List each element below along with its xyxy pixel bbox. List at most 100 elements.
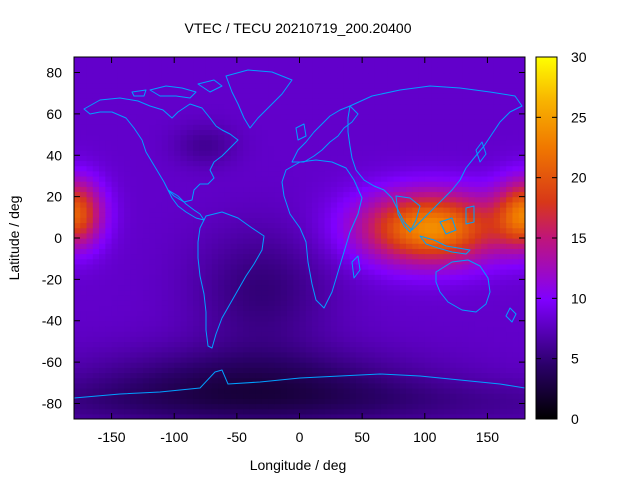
heatmap-cell	[393, 129, 401, 136]
heatmap-cell	[499, 217, 507, 224]
heatmap-cell	[431, 232, 438, 239]
heatmap-cell	[324, 93, 332, 99]
heatmap-cell	[374, 289, 382, 296]
heatmap-cell	[305, 274, 313, 280]
heatmap-cell	[399, 253, 407, 260]
heatmap-cell	[506, 155, 514, 162]
heatmap-cell	[387, 201, 395, 208]
heatmap-cell	[412, 129, 420, 136]
heatmap-cell	[117, 191, 125, 198]
heatmap-cell	[487, 279, 495, 286]
heatmap-cell	[512, 72, 520, 79]
heatmap-cell	[293, 165, 301, 172]
heatmap-cell	[499, 356, 507, 363]
heatmap-cell	[380, 413, 388, 419]
heatmap-cell	[92, 196, 100, 203]
heatmap-cell	[249, 165, 257, 172]
heatmap-cell	[211, 372, 219, 379]
heatmap-cell	[167, 372, 175, 379]
heatmap-cell	[130, 170, 138, 177]
heatmap-cell	[205, 217, 213, 224]
heatmap-cell	[368, 284, 376, 291]
heatmap-cell	[205, 315, 213, 322]
heatmap-cell	[499, 165, 507, 172]
heatmap-cell	[205, 108, 213, 115]
heatmap-cell	[418, 77, 426, 84]
heatmap-cell	[474, 243, 482, 249]
heatmap-cell	[493, 305, 501, 311]
heatmap-cell	[111, 201, 119, 208]
heatmap-cell	[512, 320, 520, 327]
heatmap-cell	[211, 129, 219, 136]
heatmap-cell	[286, 393, 294, 399]
heatmap-cell	[418, 232, 426, 239]
heatmap-cell	[280, 253, 288, 260]
heatmap-cell	[293, 336, 301, 343]
heatmap-cell	[424, 191, 432, 198]
heatmap-cell	[512, 294, 520, 301]
heatmap-cell	[224, 196, 232, 203]
heatmap-cell	[105, 356, 113, 363]
heatmap-cell	[318, 336, 326, 343]
heatmap-cell	[468, 175, 476, 182]
heatmap-cell	[456, 325, 463, 332]
heatmap-cell	[136, 398, 144, 405]
heatmap-cell	[362, 248, 369, 255]
heatmap-cell	[387, 356, 395, 363]
heatmap-cell	[462, 134, 470, 141]
heatmap-cell	[249, 144, 257, 151]
heatmap-cell	[299, 351, 307, 358]
heatmap-cell	[393, 356, 401, 363]
heatmap-cell	[174, 263, 182, 270]
heatmap-cell	[193, 341, 200, 348]
heatmap-cell	[174, 217, 182, 224]
heatmap-cell	[280, 274, 288, 280]
heatmap-cell	[330, 227, 338, 234]
heatmap-cell	[393, 150, 401, 156]
heatmap-cell	[405, 119, 413, 125]
heatmap-cell	[280, 139, 288, 146]
heatmap-cell	[161, 222, 169, 229]
heatmap-cell	[155, 331, 163, 337]
heatmap-cell	[506, 393, 514, 399]
heatmap-cell	[193, 315, 200, 322]
heatmap-cell	[136, 387, 144, 394]
heatmap-cell	[74, 238, 81, 244]
heatmap-cell	[211, 232, 219, 239]
heatmap-cell	[261, 408, 269, 415]
heatmap-cell	[111, 217, 119, 224]
heatmap-cell	[86, 413, 94, 419]
heatmap-cell	[211, 325, 219, 332]
heatmap-cell	[199, 351, 207, 358]
heatmap-cell	[80, 222, 88, 229]
heatmap-cell	[268, 248, 276, 255]
heatmap-cell	[180, 258, 188, 265]
heatmap-cell	[255, 367, 263, 374]
heatmap-cell	[205, 382, 213, 389]
heatmap-cell	[224, 103, 232, 110]
heatmap-cell	[499, 155, 507, 162]
heatmap-cell	[506, 175, 514, 182]
heatmap-cell	[418, 408, 426, 415]
heatmap-cell	[405, 134, 413, 141]
heatmap-cell	[218, 258, 225, 265]
heatmap-cell	[374, 413, 382, 419]
heatmap-cell	[512, 67, 520, 74]
heatmap-cell	[174, 403, 182, 410]
heatmap-cell	[412, 155, 420, 162]
heatmap-cell	[380, 279, 388, 286]
heatmap-cell	[499, 253, 507, 260]
heatmap-cell	[512, 263, 520, 270]
heatmap-cell	[142, 93, 150, 99]
heatmap-cell	[224, 108, 232, 115]
heatmap-cell	[130, 222, 138, 229]
heatmap-cell	[462, 336, 470, 343]
heatmap-cell	[293, 160, 301, 167]
heatmap-cell	[86, 113, 94, 120]
heatmap-cell	[456, 113, 463, 120]
heatmap-cell	[456, 175, 463, 182]
heatmap-cell	[218, 372, 225, 379]
heatmap-cell	[343, 408, 351, 415]
heatmap-cell	[293, 217, 301, 224]
heatmap-cell	[80, 300, 88, 306]
